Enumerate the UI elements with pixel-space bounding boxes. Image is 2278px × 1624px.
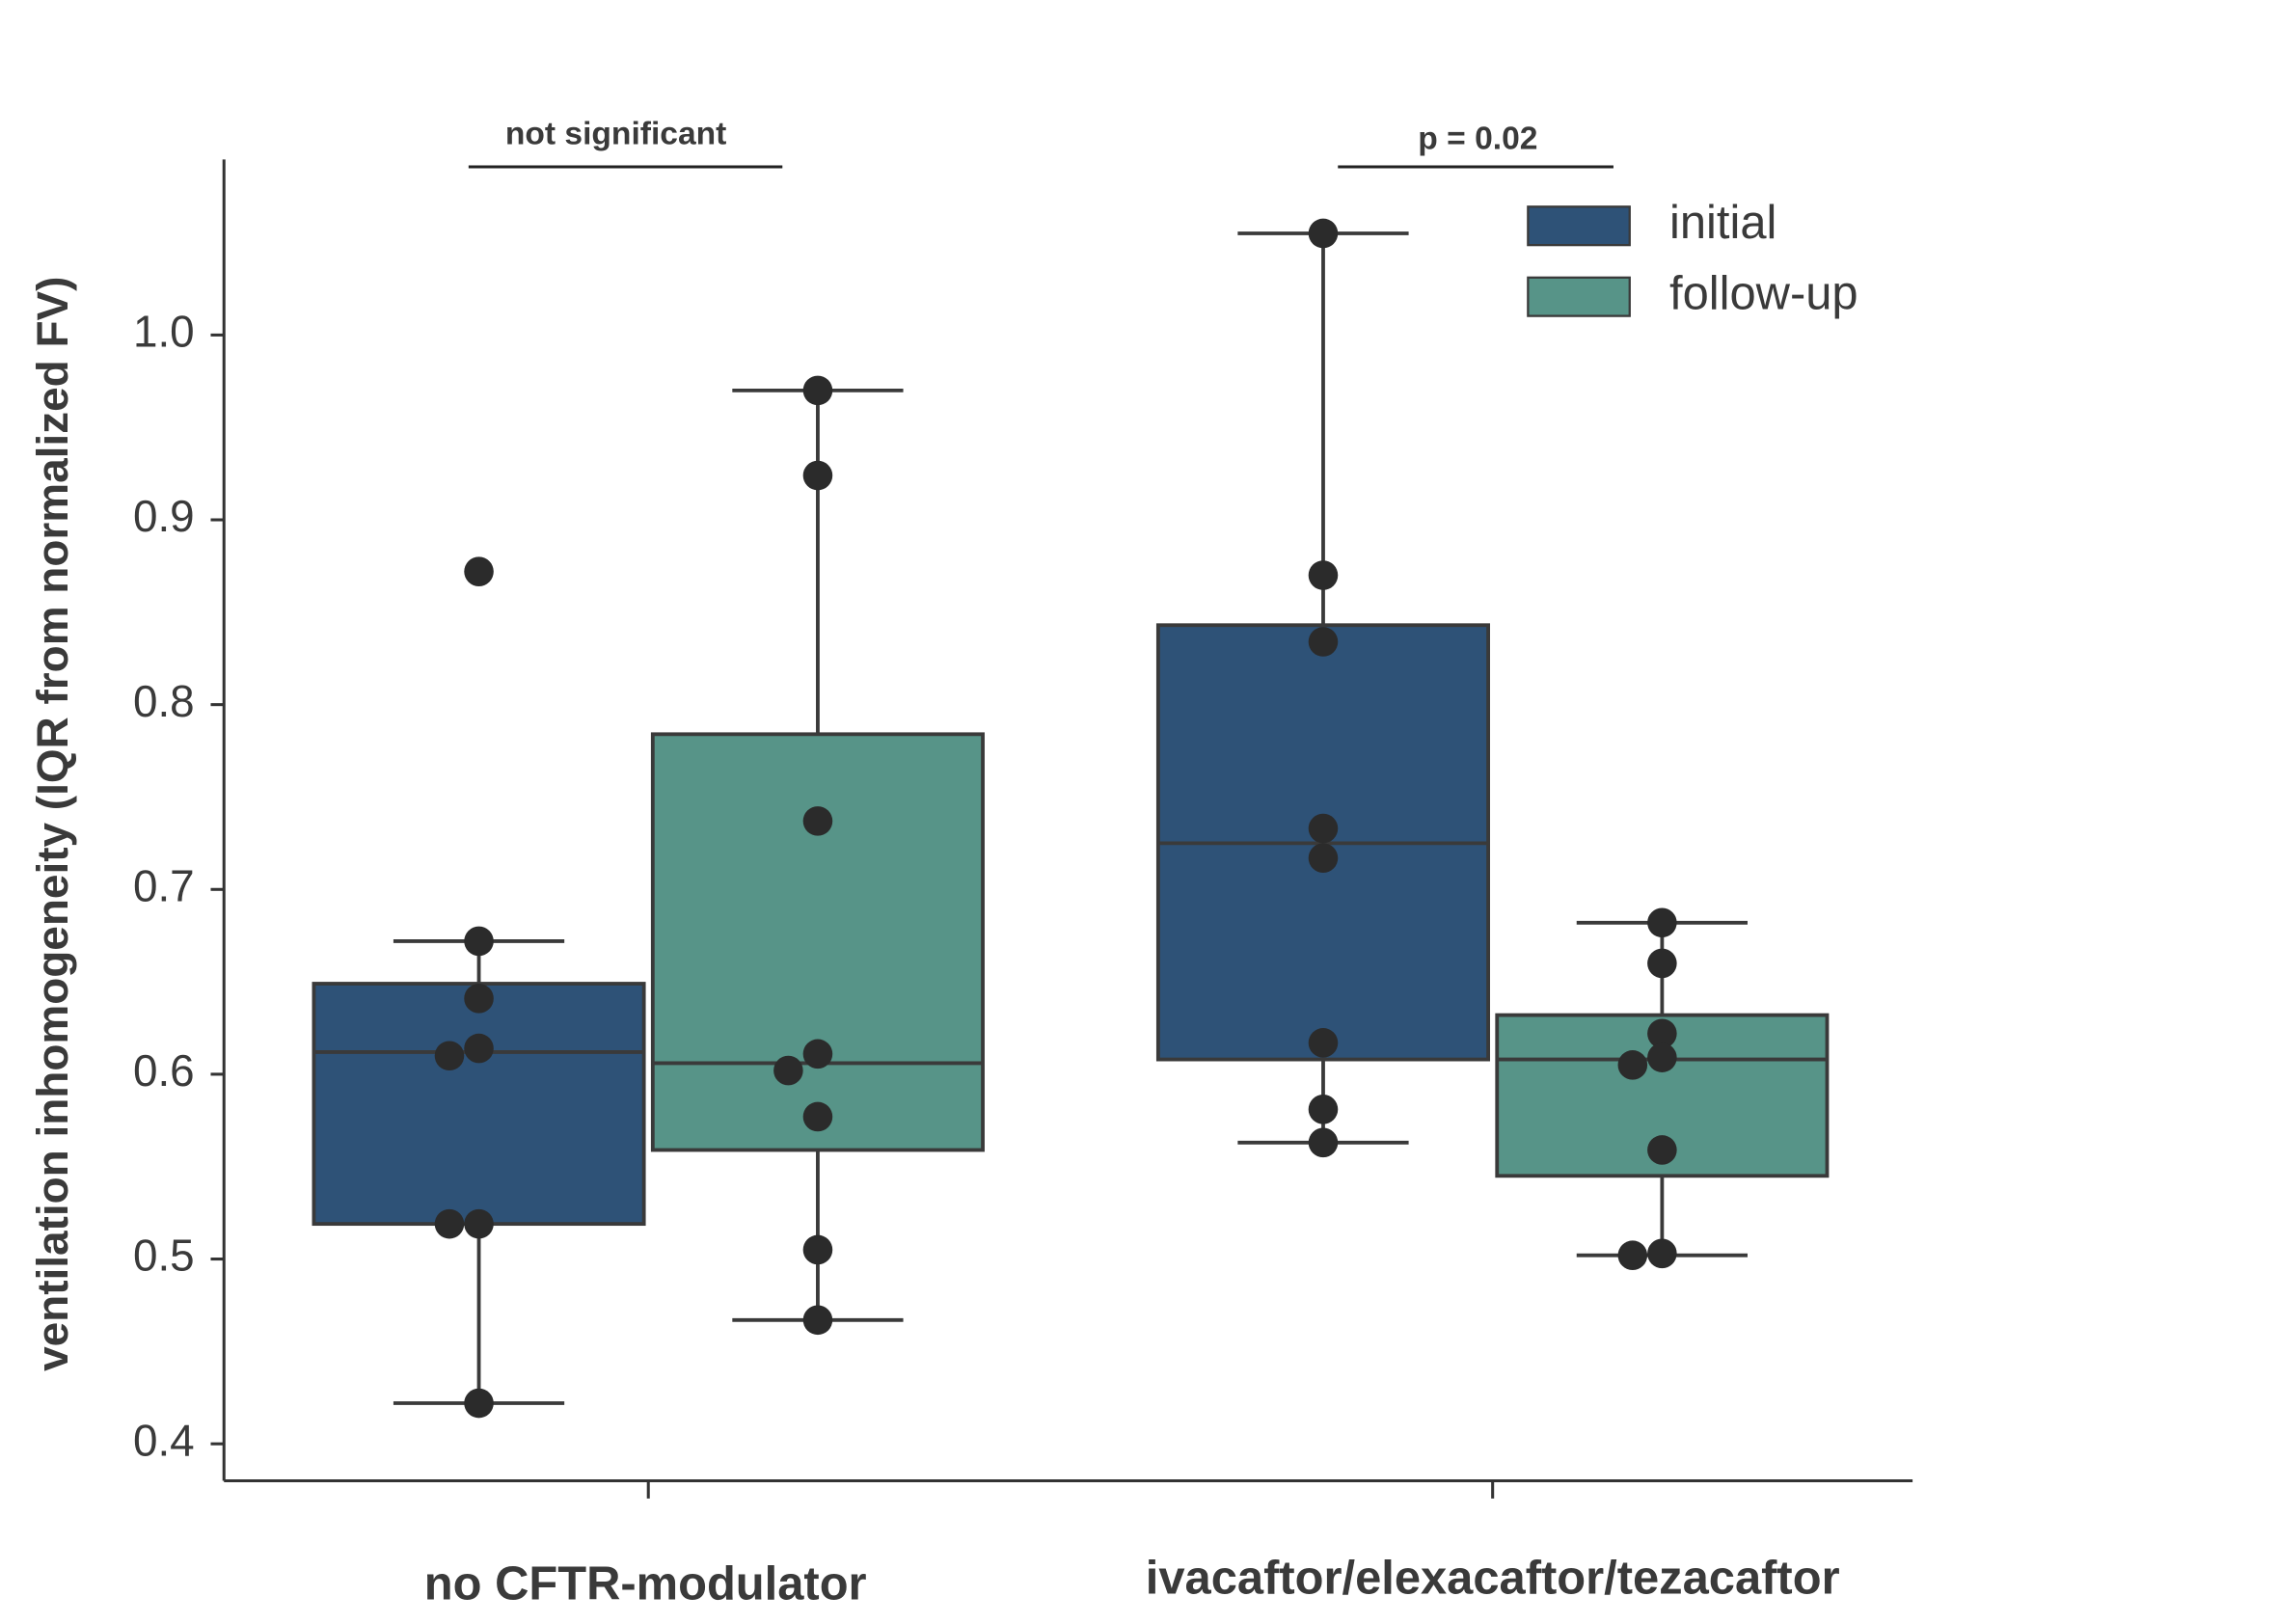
data-point [802,1101,833,1132]
data-point [802,460,833,491]
data-point [1308,1127,1339,1158]
data-point [1647,1238,1677,1269]
y-tick-label: 0.9 [133,491,195,541]
annotation: not significant [505,117,727,152]
data-point [1308,1095,1339,1124]
y-tick-label: 1.0 [133,306,195,356]
data-point [464,1388,494,1419]
legend-swatch [1527,205,1631,247]
data-point [802,806,833,836]
data-point [1308,560,1339,590]
data-point [1308,627,1339,657]
legend-swatch [1527,276,1631,317]
x-tick-label: ivacaftor/elexacaftor/tezacaftor [1146,1552,1840,1604]
y-axis-label: ventilation inhomogeneity (IQR from norm… [27,277,77,1371]
data-point [802,1305,833,1336]
annotation: p = 0.02 [1418,121,1537,156]
y-tick-label: 0.5 [133,1231,195,1281]
box [312,982,646,1227]
data-point [434,1208,465,1239]
data-point [1647,907,1677,938]
data-point [773,1055,803,1086]
data-point [1647,1135,1677,1165]
x-tick-label: no CFTR-modulator [424,1558,867,1610]
data-point [802,375,833,406]
legend-label: follow-up [1669,268,1858,320]
data-point [464,1208,494,1239]
data-point [464,926,494,957]
data-point [1647,948,1677,979]
data-point [1308,218,1339,249]
data-point [802,1234,833,1265]
data-point [464,556,494,586]
data-point [1308,813,1339,844]
data-point [1308,1028,1339,1058]
y-tick-label: 0.8 [133,676,195,726]
data-point [1308,843,1339,874]
data-point [1617,1240,1648,1271]
data-point [1647,1042,1677,1072]
legend-label: initial [1669,197,1776,249]
data-point [464,984,494,1014]
y-tick-label: 0.7 [133,860,195,910]
y-tick-label: 0.4 [133,1415,195,1465]
data-point [434,1041,465,1071]
y-tick-label: 0.6 [133,1045,195,1096]
data-point [1617,1050,1648,1080]
data-point [802,1039,833,1069]
data-point [1647,1018,1677,1049]
data-point [464,1033,494,1064]
box [650,732,985,1152]
